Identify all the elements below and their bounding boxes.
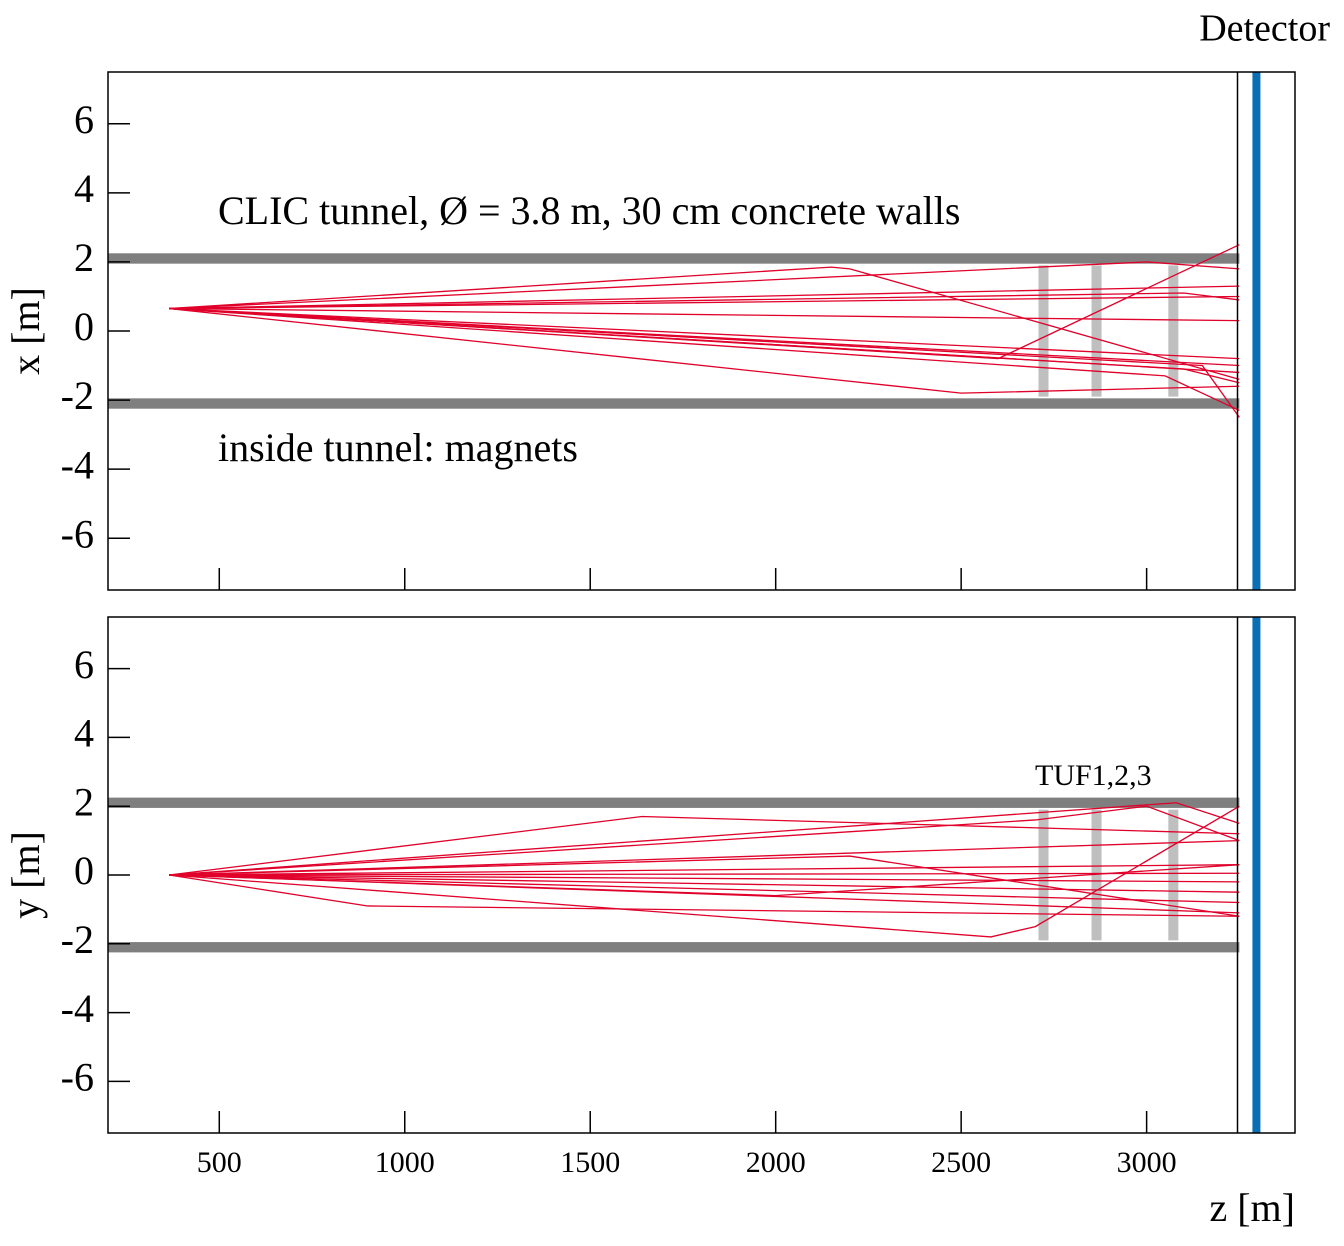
y-tick-label: 6 [74, 97, 94, 142]
y-tick-label: -4 [61, 442, 94, 487]
track [169, 285, 1240, 310]
track [169, 855, 1240, 917]
y-tick-label: 2 [74, 235, 94, 280]
track [169, 266, 1240, 380]
y-tick-label: 0 [74, 304, 94, 349]
track [169, 839, 1240, 876]
track [169, 307, 1240, 418]
y-axis-label: y [m] [3, 831, 48, 919]
tuf-bar [1038, 265, 1049, 397]
y-tick-label: -2 [61, 373, 94, 418]
x-tick-label: 2000 [746, 1146, 806, 1179]
y-tick-label: -6 [61, 511, 94, 556]
track [169, 805, 1240, 938]
track [169, 307, 1240, 360]
track [169, 292, 1240, 310]
x-tick-label: 3000 [1117, 1146, 1177, 1179]
tunnel-wall [108, 253, 1240, 264]
tunnel-wall [108, 398, 1240, 409]
track [169, 802, 1240, 876]
x-tick-label: 500 [197, 1146, 242, 1179]
y-tick-label: -2 [61, 917, 94, 962]
track [169, 872, 1240, 876]
x-tick-label: 1500 [560, 1146, 620, 1179]
annotation: inside tunnel: magnets [218, 425, 578, 470]
y-tick-label: 0 [74, 848, 94, 893]
y-tick-label: -4 [61, 986, 94, 1031]
track [169, 307, 1240, 322]
track [169, 261, 1240, 310]
annotation: CLIC tunnel, Ø = 3.8 m, 30 cm concrete w… [218, 188, 960, 233]
frame [107, 71, 1296, 591]
tuf-bar [1091, 265, 1102, 397]
track [169, 805, 1240, 876]
tunnel-wall [108, 942, 1240, 953]
track [169, 874, 1240, 904]
track [169, 307, 1240, 394]
x-tick-label: 1000 [375, 1146, 435, 1179]
track [169, 874, 1240, 883]
annotation: TUF1,2,3 [1035, 759, 1152, 792]
track [169, 864, 1240, 876]
x-tick-label: 2500 [931, 1146, 991, 1179]
track [169, 307, 1240, 412]
tuf-bar [1038, 809, 1049, 941]
track [169, 307, 1240, 384]
y-tick-label: -6 [61, 1055, 94, 1100]
tuf-bar [1168, 809, 1179, 941]
track [169, 864, 1240, 897]
track [169, 295, 1240, 310]
x-axis-label: z [m] [1209, 1185, 1295, 1230]
track [169, 874, 1240, 917]
y-tick-label: 4 [74, 166, 94, 211]
y-tick-label: 6 [74, 642, 94, 687]
tunnel-wall [108, 797, 1240, 808]
tuf-bar [1091, 809, 1102, 941]
track [169, 815, 1240, 876]
tuf-bar [1168, 265, 1179, 397]
detector-label: Detector [1199, 8, 1330, 50]
y-tick-label: 4 [74, 711, 94, 756]
y-axis-label: x [m] [3, 287, 48, 375]
y-tick-label: 2 [74, 779, 94, 824]
track [169, 874, 1240, 893]
